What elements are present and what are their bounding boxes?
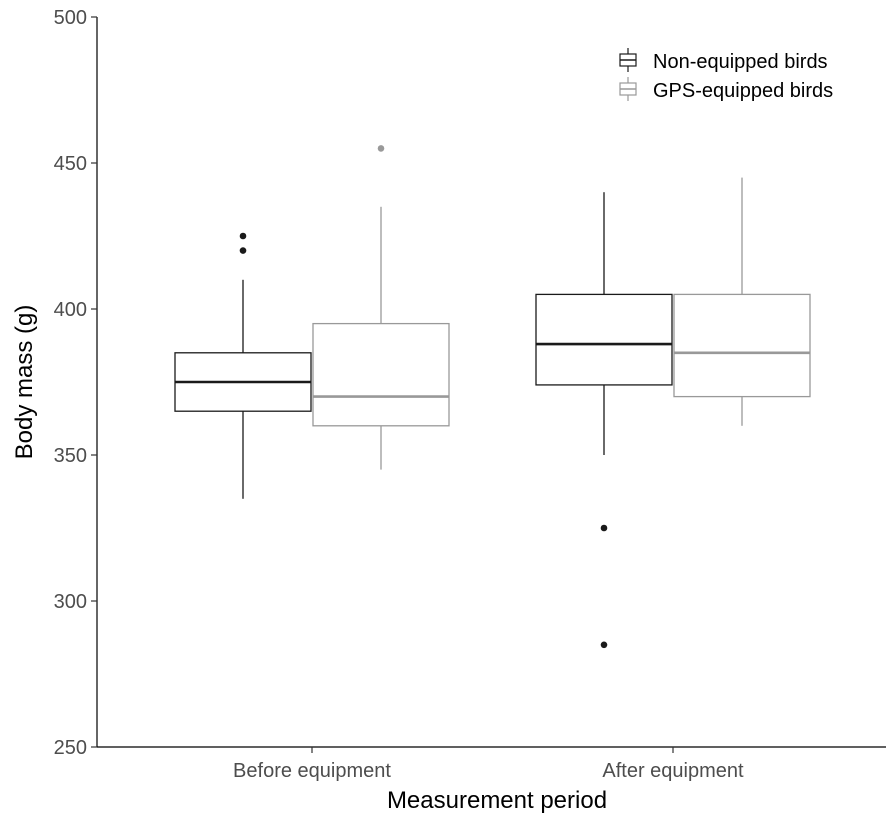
legend-key-gps-equipped	[619, 77, 637, 101]
outlier-point	[600, 524, 608, 532]
x-ticks: Before equipment After equipment	[233, 747, 744, 782]
box-non-equipped-before	[174, 232, 312, 499]
box-gps-equipped-before	[312, 145, 450, 470]
boxes	[174, 145, 811, 649]
outlier-point	[239, 247, 247, 254]
box-gps-equipped-after	[673, 177, 811, 426]
y-tick-label: 450	[54, 153, 87, 175]
box-non-equipped-after	[535, 192, 673, 649]
y-axis-title: Body mass (g)	[11, 305, 38, 460]
y-tick-label: 350	[54, 445, 87, 467]
legend-key-non-equipped	[619, 48, 637, 72]
legend-label-non-equipped: Non-equipped birds	[653, 51, 828, 73]
y-tick-label: 300	[54, 591, 87, 613]
legend-label-gps-equipped: GPS-equipped birds	[653, 80, 833, 102]
outlier-point	[600, 641, 608, 649]
axes	[96, 17, 886, 748]
y-tick-label: 250	[54, 737, 87, 759]
box-iqr	[673, 293, 811, 398]
outlier-point	[239, 232, 247, 240]
box-iqr	[312, 322, 450, 427]
legend-item-non-equipped: Non-equipped birds	[619, 48, 828, 73]
y-ticks: 250 300 350 400 450 500	[54, 7, 97, 759]
x-tick-label: Before equipment	[233, 760, 391, 782]
y-tick-label: 500	[54, 7, 87, 29]
box-iqr	[535, 293, 673, 386]
x-tick-label: After equipment	[602, 760, 744, 782]
x-axis-title: Measurement period	[387, 787, 607, 814]
legend: Non-equipped birds GPS-equipped birds	[619, 48, 833, 102]
outlier-point	[377, 145, 385, 152]
y-tick-label: 400	[54, 299, 87, 321]
legend-item-gps-equipped: GPS-equipped birds	[619, 77, 833, 102]
